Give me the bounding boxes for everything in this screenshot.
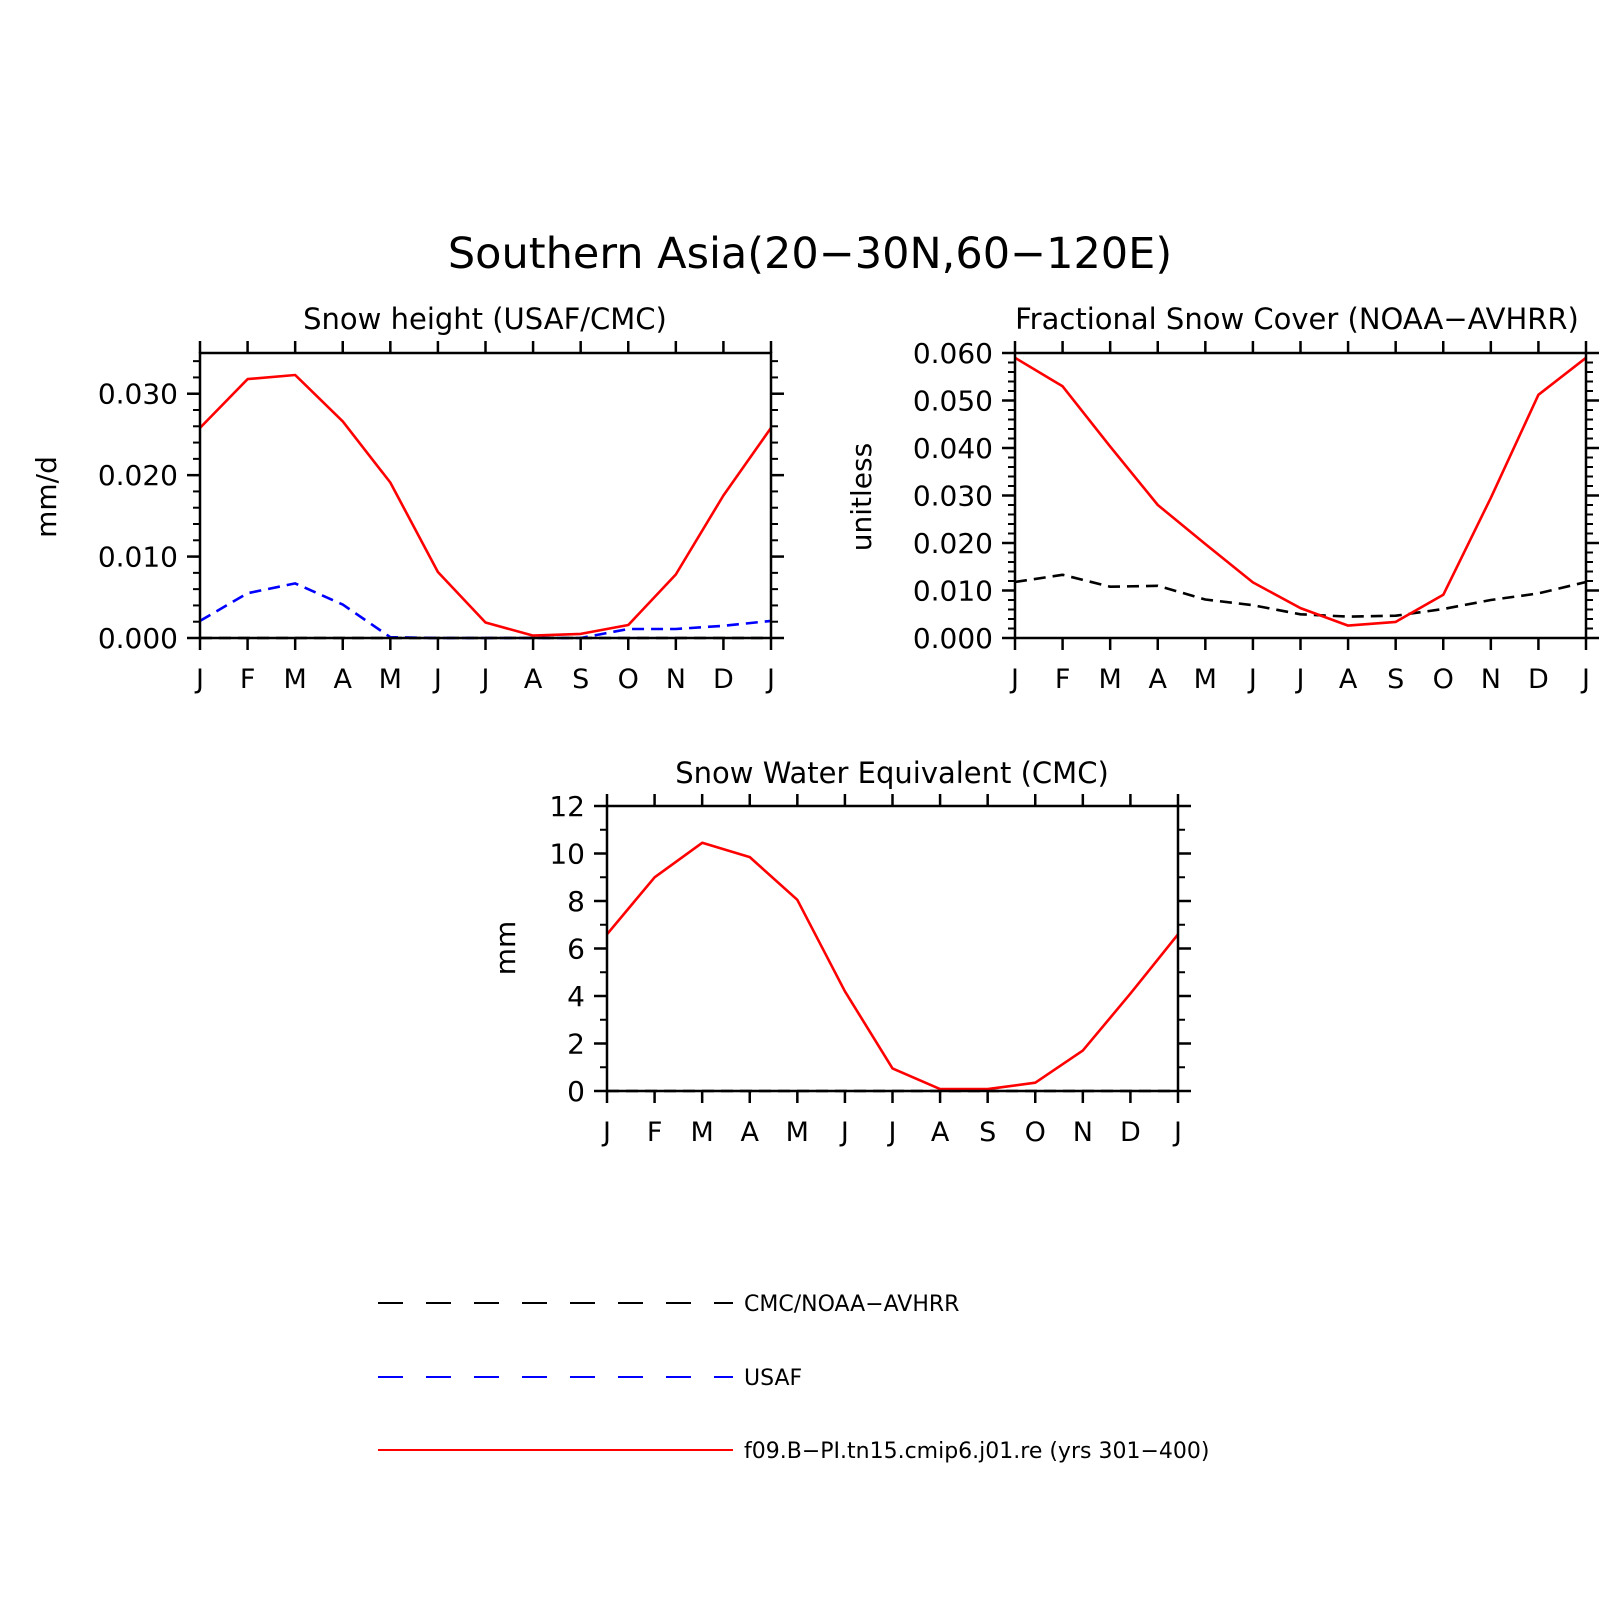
y-tick-label: 0.040 xyxy=(913,432,993,465)
series-line xyxy=(606,841,1180,1091)
x-tick-label: J xyxy=(1295,664,1305,695)
y-tick-label: 0.060 xyxy=(913,337,993,370)
x-tick-label: J xyxy=(480,664,490,695)
y-tick-label: 8 xyxy=(567,885,585,918)
y-tick-label: 0.010 xyxy=(913,575,993,608)
x-tick-label: O xyxy=(1433,664,1454,695)
y-tick-label: 0.000 xyxy=(98,622,178,655)
x-tick-label: O xyxy=(1025,1117,1046,1148)
x-tick-label: N xyxy=(1481,664,1501,695)
x-tick-label: N xyxy=(666,664,686,695)
legend-label: CMC/NOAA−AVHRR xyxy=(744,1292,959,1317)
y-tick-label: 12 xyxy=(549,790,585,823)
y-tick-label: 0.050 xyxy=(913,385,993,418)
x-tick-label: D xyxy=(1120,1117,1141,1148)
series-line xyxy=(199,582,772,640)
figure-title: Southern Asia(20−30N,60−120E) xyxy=(448,229,1172,279)
x-tick-label: A xyxy=(524,664,543,695)
y-tick-label: 0.030 xyxy=(98,378,178,411)
x-tick-label: J xyxy=(432,664,442,695)
panel-title: Snow height (USAF/CMC) xyxy=(303,302,667,336)
panel-title: Fractional Snow Cover (NOAA−AVHRR) xyxy=(1015,302,1579,336)
x-tick-label: M xyxy=(786,1117,809,1148)
x-tick-label: D xyxy=(713,664,734,695)
series-line xyxy=(1014,356,1587,627)
x-tick-label: J xyxy=(1009,664,1019,695)
legend-label: f09.B−PI.tn15.cmip6.j01.re (yrs 301−400) xyxy=(744,1439,1209,1464)
y-tick-label: 6 xyxy=(567,933,585,966)
y-tick-label: 0.020 xyxy=(913,527,993,560)
x-tick-label: F xyxy=(647,1117,663,1148)
x-tick-label: S xyxy=(979,1117,996,1148)
x-tick-label: N xyxy=(1073,1117,1093,1148)
legend: CMC/NOAA−AVHRR USAF f09.B−PI.tn15.cmip6.… xyxy=(378,1292,1209,1464)
x-tick-label: M xyxy=(691,1117,714,1148)
x-tick-label: M xyxy=(379,664,402,695)
x-tick-label: A xyxy=(1149,664,1168,695)
x-tick-label: S xyxy=(572,664,589,695)
y-axis-label: unitless xyxy=(845,443,878,551)
panel-fractional-snow-cover: Fractional Snow Cover (NOAA−AVHRR) unitl… xyxy=(845,302,1599,695)
x-tick-label: J xyxy=(887,1117,897,1148)
x-tick-label: J xyxy=(601,1117,611,1148)
y-tick-label: 2 xyxy=(567,1028,585,1061)
y-tick-label: 0 xyxy=(567,1075,585,1108)
x-tick-label: J xyxy=(194,664,204,695)
plot-frame xyxy=(1013,351,1588,640)
x-tick-label: J xyxy=(1580,664,1590,695)
x-tick-label: O xyxy=(618,664,639,695)
x-tick-label: J xyxy=(839,1117,849,1148)
x-tick-label: F xyxy=(1055,664,1071,695)
y-tick-label: 0.000 xyxy=(913,622,993,655)
y-tick-label: 0.010 xyxy=(98,541,178,574)
x-tick-label: J xyxy=(1247,664,1257,695)
legend-label: USAF xyxy=(744,1366,802,1391)
x-tick-label: F xyxy=(240,664,256,695)
x-tick-label: D xyxy=(1528,664,1549,695)
x-tick-label: M xyxy=(284,664,307,695)
x-tick-label: A xyxy=(931,1117,950,1148)
x-tick-label: M xyxy=(1194,664,1217,695)
x-tick-label: S xyxy=(1387,664,1404,695)
x-tick-label: A xyxy=(1339,664,1358,695)
x-tick-label: A xyxy=(741,1117,760,1148)
y-tick-label: 0.030 xyxy=(913,480,993,513)
x-tick-label: M xyxy=(1099,664,1122,695)
y-tick-label: 4 xyxy=(567,980,585,1013)
y-axis-label: mm xyxy=(489,921,522,976)
plot-frame xyxy=(198,351,773,640)
x-tick-label: A xyxy=(334,664,353,695)
series-line xyxy=(1014,573,1587,618)
x-tick-label: J xyxy=(765,664,775,695)
panel-title: Snow Water Equivalent (CMC) xyxy=(675,756,1109,790)
y-axis-label: mm/d xyxy=(30,456,63,538)
y-tick-label: 10 xyxy=(549,838,585,871)
x-tick-label: J xyxy=(1172,1117,1182,1148)
series-line xyxy=(199,373,773,637)
y-tick-label: 0.020 xyxy=(98,459,178,492)
